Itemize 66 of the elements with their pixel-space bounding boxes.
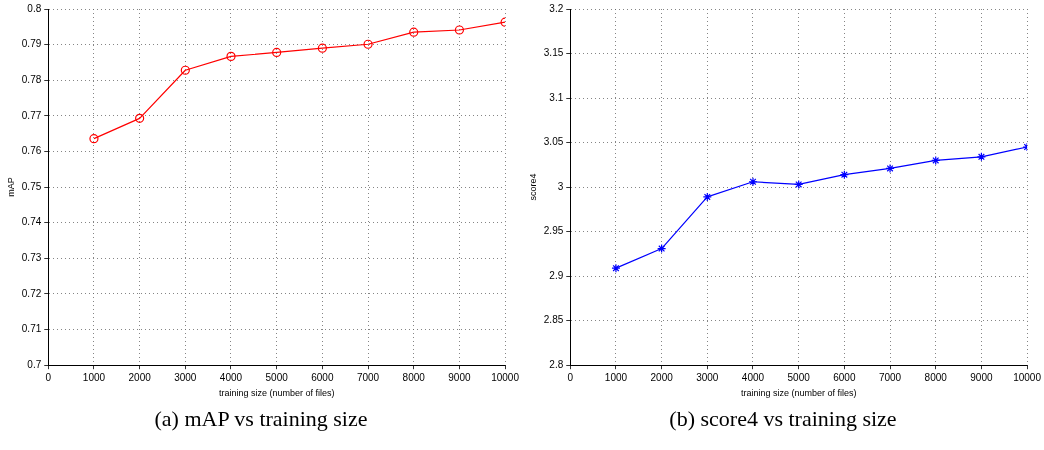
x-tick-label: 6000 xyxy=(311,371,334,383)
x-tick-label: 7000 xyxy=(878,371,902,383)
point xyxy=(454,25,465,35)
y-axis-title: score4 xyxy=(527,173,538,201)
y-tick-label: 0.72 xyxy=(21,287,42,299)
x-tick-label: 2000 xyxy=(650,371,674,383)
x-tick-label: 5000 xyxy=(787,371,811,383)
x-tick-label: 0 xyxy=(45,371,52,383)
x-tick-label: 3000 xyxy=(174,371,197,383)
y-tick-label: 0.7 xyxy=(27,358,42,370)
point xyxy=(611,263,621,273)
x-tick-label: 7000 xyxy=(356,371,380,383)
y-tick-label: 2.85 xyxy=(543,314,564,326)
x-tick-label: 10000 xyxy=(1013,371,1042,383)
x-tick-label: 2000 xyxy=(128,371,152,383)
x-tick-label: 0 xyxy=(567,371,574,383)
point xyxy=(657,243,667,254)
y-tick-label: 2.95 xyxy=(543,225,564,237)
x-tick-label: 5000 xyxy=(265,371,289,383)
x-tick-label: 3000 xyxy=(696,371,719,383)
y-tick-label: 0.71 xyxy=(21,323,42,335)
point xyxy=(839,170,849,180)
point xyxy=(272,47,282,58)
x-tick-label: 8000 xyxy=(924,371,948,383)
point xyxy=(317,43,327,53)
point xyxy=(702,192,712,202)
x-tick-label: 4000 xyxy=(219,371,243,383)
x-axis-title: training size (number of files) xyxy=(740,388,857,399)
point xyxy=(748,177,758,187)
x-tick-label: 1000 xyxy=(82,371,106,383)
y-tick-label: 3.05 xyxy=(543,136,564,148)
y-tick-label: 0.78 xyxy=(21,73,42,85)
y-tick-label: 0.79 xyxy=(21,38,42,50)
point xyxy=(885,163,895,173)
y-tick-label: 0.75 xyxy=(21,180,42,192)
x-tick-label: 9000 xyxy=(448,371,471,383)
point xyxy=(976,152,987,162)
text: (b) score4 vs training size xyxy=(668,406,898,432)
x-tick-label: 1000 xyxy=(604,371,628,383)
x-tick-label: 6000 xyxy=(833,371,856,383)
y-tick-label: 3.1 xyxy=(549,91,564,103)
point xyxy=(135,113,145,123)
point xyxy=(931,155,941,165)
y-tick-label: 2.9 xyxy=(549,269,564,281)
point xyxy=(794,179,804,190)
y-tick-label: 0.8 xyxy=(27,2,42,14)
point xyxy=(180,65,190,75)
y-tick-label: 3.2 xyxy=(549,2,564,14)
point xyxy=(363,39,373,49)
x-axis-title: training size (number of files) xyxy=(218,388,335,399)
y-axis-title: mAP xyxy=(5,177,16,197)
point xyxy=(409,27,419,37)
y-tick-label: 0.74 xyxy=(21,216,42,228)
x-tick-label: 10000 xyxy=(491,371,520,383)
x-tick-label: 4000 xyxy=(741,371,765,383)
y-tick-label: 0.77 xyxy=(21,109,42,121)
y-tick-label: 0.76 xyxy=(21,145,42,157)
x-tick-label: 8000 xyxy=(402,371,426,383)
y-tick-label: 2.8 xyxy=(549,358,564,370)
x-tick-label: 9000 xyxy=(970,371,993,383)
y-tick-label: 0.73 xyxy=(21,252,42,264)
point xyxy=(89,134,99,144)
y-tick-label: 3.15 xyxy=(543,47,564,59)
text: (a) mAP vs training size xyxy=(153,406,369,432)
point xyxy=(226,51,236,61)
y-tick-label: 3 xyxy=(557,180,564,192)
